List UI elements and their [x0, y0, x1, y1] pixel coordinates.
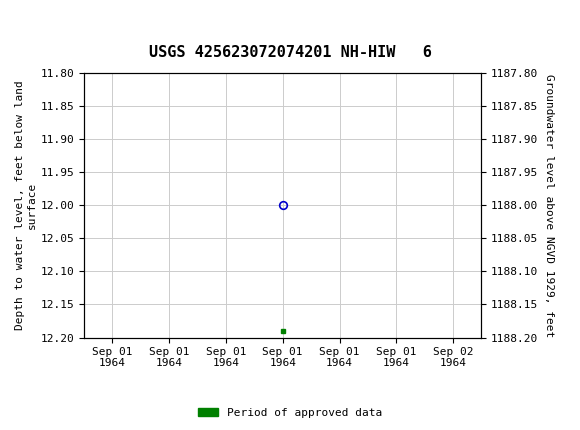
- Bar: [5, 4, 57, 34]
- Text: USGS: USGS: [22, 11, 59, 26]
- Y-axis label: Groundwater level above NGVD 1929, feet: Groundwater level above NGVD 1929, feet: [544, 74, 554, 337]
- Text: ▓: ▓: [7, 10, 16, 27]
- Y-axis label: Depth to water level, feet below land
surface: Depth to water level, feet below land su…: [15, 80, 37, 330]
- Text: USGS 425623072074201 NH-HIW   6: USGS 425623072074201 NH-HIW 6: [148, 45, 432, 60]
- Legend: Period of approved data: Period of approved data: [194, 403, 386, 422]
